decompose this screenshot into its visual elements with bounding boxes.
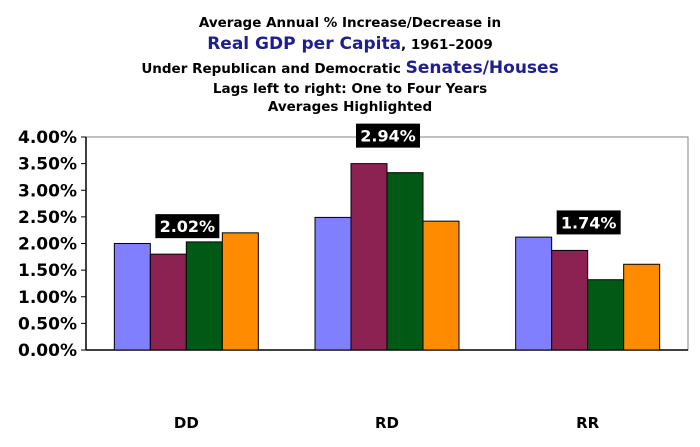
average-box [356,123,420,148]
bar [185,241,223,351]
title-highlight-gdp: Real GDP per Capita [207,34,402,54]
y-tick-label: 1.00% [18,288,77,308]
bar [623,263,661,351]
x-category-label: DD [174,414,199,432]
average-label: 2.02% [160,217,216,236]
labels-layer: DD 2.02% RD 2.94% RR 1.74% [155,123,621,432]
bar [551,249,589,351]
x-category-label: RR [576,414,600,432]
bar [149,253,187,351]
title-highlight-senates: Senates/Houses [405,58,559,78]
title-prefix: Under Republican and Democratic [141,61,406,77]
title-line-1: Average Annual % Increase/Decrease in [198,15,502,31]
x-category-label: RD [375,414,399,432]
bar [350,163,388,351]
bar [221,232,259,351]
bar [422,220,460,351]
y-tick-label: 0.00% [18,341,77,361]
bar [386,172,424,351]
y-tick-label: 1.50% [18,261,77,281]
title-line-4: Lags left to right: One to Four Years [212,81,488,97]
y-tick-label: 2.00% [18,235,77,255]
y-tick-label: 4.00% [18,128,77,148]
bar [515,236,553,351]
bar [314,216,352,351]
average-box [155,214,220,239]
title-line-5: Averages Highlighted [267,99,433,115]
bars-layer [113,163,661,351]
y-tick-label: 0.50% [18,314,77,334]
y-tick-label: 3.50% [18,155,77,175]
bar [113,243,151,351]
average-label: 1.74% [561,213,617,232]
title-years: , 1961–2009 [401,37,493,53]
title-line-2: Real GDP per Capita, 1961–2009 [0,32,700,57]
y-tick-label: 3.00% [18,181,77,201]
title-line-3: Under Republican and Democratic Senates/… [0,57,700,80]
average-label: 2.94% [360,127,416,146]
chart-title: Average Annual % Increase/Decrease in Re… [0,14,700,116]
average-box [556,210,621,235]
y-tick-label: 2.50% [18,208,77,228]
bar [587,279,625,351]
